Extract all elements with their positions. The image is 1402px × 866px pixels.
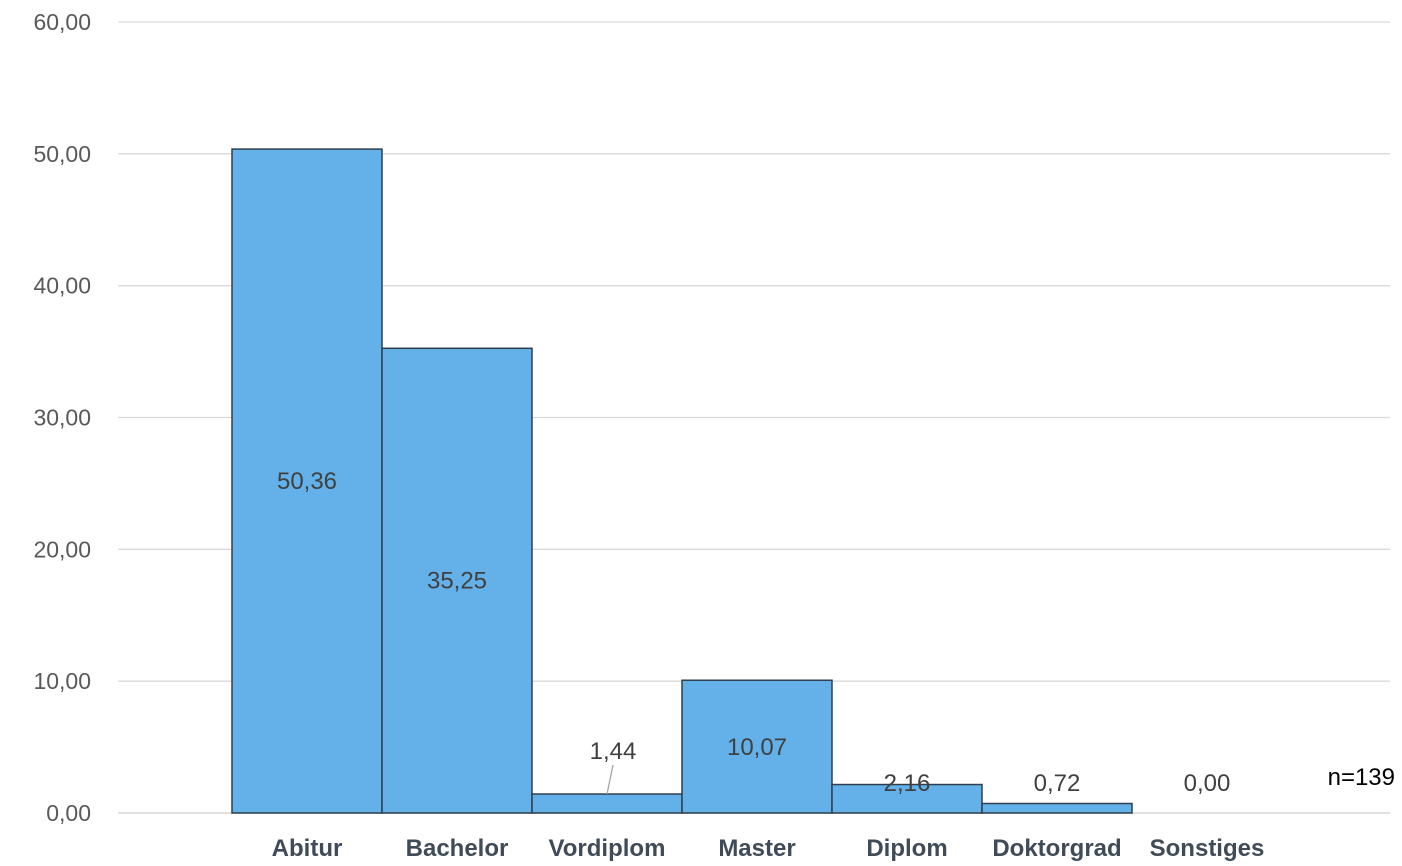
y-axis-ticks: 0,00 10,00 20,00 30,00 40,00 50,00 60,00 (33, 9, 91, 826)
x-category-label: Abitur (272, 835, 343, 862)
y-tick-label: 40,00 (33, 273, 91, 299)
bar (231, 148, 383, 814)
sample-size-note: n=139 (1328, 764, 1395, 791)
y-tick-label: 10,00 (33, 668, 91, 694)
y-tick-label: 0,00 (46, 800, 91, 826)
x-category-label: Master (718, 835, 795, 862)
y-tick-label: 20,00 (33, 536, 91, 562)
x-axis-categories: Abitur Bachelor Vordiplom Master Diplom Dokto… (272, 835, 1265, 862)
bars (231, 148, 1133, 814)
bar (381, 347, 533, 814)
x-category-label: Vordiplom (549, 835, 666, 862)
x-category-label: Sonstiges (1150, 835, 1265, 862)
y-tick-label: 30,00 (33, 405, 91, 431)
data-label: 0,72 (1034, 770, 1081, 797)
data-label: 2,16 (884, 770, 931, 797)
x-category-label: Diplom (866, 835, 947, 862)
data-label: 35,25 (427, 568, 487, 595)
bar (981, 802, 1133, 814)
bar (831, 783, 983, 814)
data-label: 50,36 (277, 468, 337, 495)
x-category-label: Bachelor (406, 835, 509, 862)
data-label: 0,00 (1184, 770, 1231, 797)
y-tick-label: 50,00 (33, 141, 91, 167)
data-label-leader (606, 764, 614, 795)
data-label: 1,44 (590, 738, 637, 765)
bar (681, 679, 833, 814)
x-category-label: Doktorgrad (992, 835, 1121, 862)
data-label: 10,07 (727, 734, 787, 761)
y-tick-label: 60,00 (33, 9, 91, 35)
bar (531, 793, 683, 814)
data-labels: 50,36 35,25 1,44 10,07 2,16 0,72 0,00 (277, 468, 1230, 797)
